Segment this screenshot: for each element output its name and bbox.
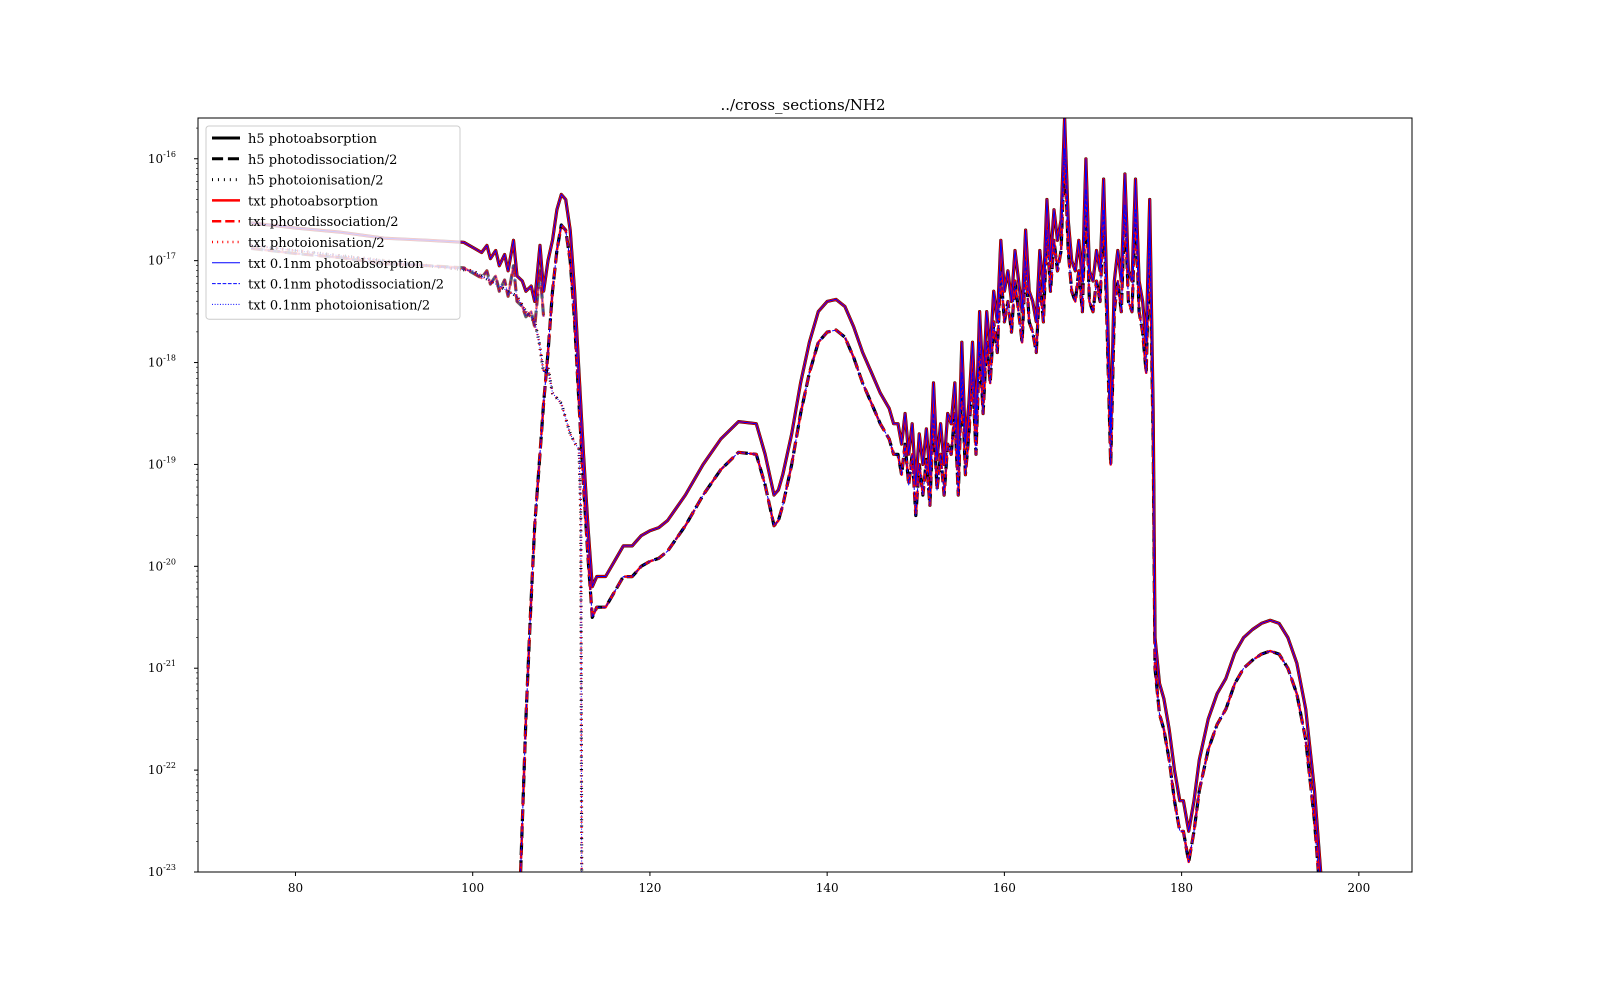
y-tick-label: 10-17 <box>148 252 176 268</box>
x-tick-label: 180 <box>1170 881 1193 895</box>
x-tick-label: 100 <box>461 881 484 895</box>
legend: h5 photoabsorption h5 photodissociation/2… <box>205 125 461 320</box>
x-tick-label: 160 <box>993 881 1016 895</box>
y-tick-label: 10-20 <box>148 557 176 573</box>
x-tick-label: 200 <box>1347 881 1370 895</box>
y-tick-label: 10-18 <box>148 354 176 370</box>
y-tick-label: 10-16 <box>148 150 176 166</box>
legend-label: txt photoionisation/2 <box>248 236 385 251</box>
chart-title: ../cross_sections/NH2 <box>720 96 885 114</box>
series-line-txt01-photoionisation <box>251 244 583 872</box>
x-tick-label: 80 <box>288 881 303 895</box>
series-line-txt01-photoabsorption <box>251 118 1322 872</box>
legend-label: txt 0.1nm photoionisation/2 <box>248 298 430 313</box>
x-tick-label: 120 <box>638 881 661 895</box>
legend-label: h5 photoabsorption <box>248 132 378 147</box>
series-line-txt01-photodissociation <box>520 148 1319 872</box>
legend-label: h5 photoionisation/2 <box>248 174 384 189</box>
legend-label: txt photodissociation/2 <box>248 215 399 230</box>
legend-label: txt 0.1nm photodissociation/2 <box>248 278 444 293</box>
legend-label: txt 0.1nm photoabsorption <box>248 257 424 272</box>
legend-box <box>205 125 461 320</box>
y-tick-label: 10-23 <box>148 863 176 879</box>
y-tick-label: 10-22 <box>148 761 176 777</box>
legend-label: h5 photodissociation/2 <box>248 153 397 168</box>
y-tick-label: 10-21 <box>148 659 176 675</box>
legend-label: txt photoabsorption <box>248 194 379 209</box>
axes: 80 100 120 140 160 180 200 10-16 10-17 10-18 10-19… <box>148 117 1413 895</box>
y-tick-label: 10-19 <box>148 455 176 471</box>
x-tick-label: 140 <box>816 881 839 895</box>
